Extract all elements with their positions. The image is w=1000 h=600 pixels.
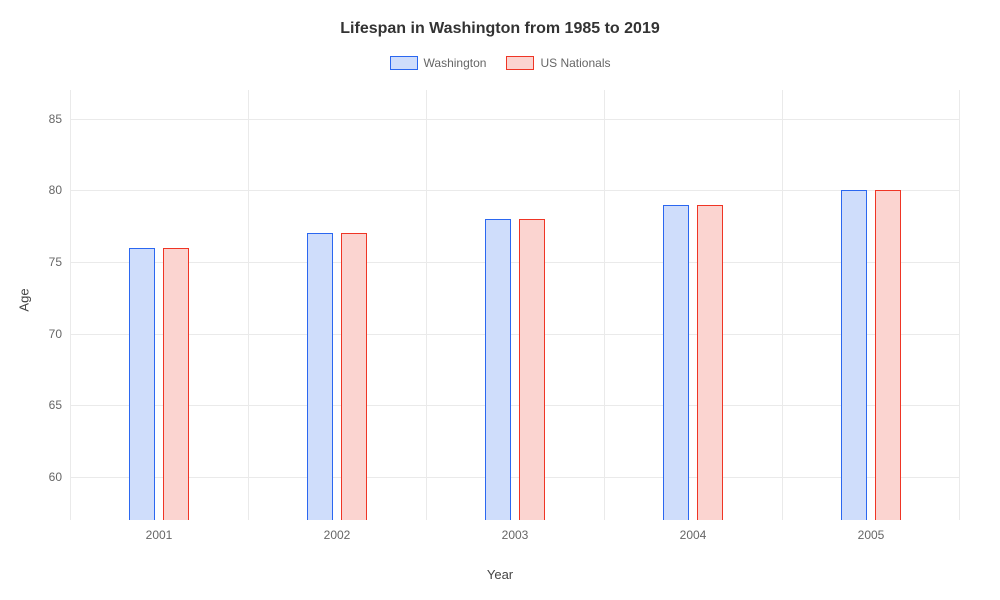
x-gridline bbox=[782, 90, 783, 520]
legend-swatch-icon bbox=[506, 56, 534, 70]
bar-us-nationals[interactable] bbox=[697, 205, 723, 520]
legend-label: US Nationals bbox=[540, 56, 610, 70]
x-gridline bbox=[248, 90, 249, 520]
bar-us-nationals[interactable] bbox=[163, 248, 189, 520]
x-tick-label: 2005 bbox=[858, 520, 885, 542]
x-tick-label: 2002 bbox=[324, 520, 351, 542]
plot-area: 60657075808520012002200320042005 bbox=[70, 90, 960, 520]
legend-label: Washington bbox=[424, 56, 487, 70]
bar-washington[interactable] bbox=[485, 219, 511, 520]
x-tick-label: 2001 bbox=[146, 520, 173, 542]
chart-container: Lifespan in Washington from 1985 to 2019… bbox=[0, 0, 1000, 600]
bar-us-nationals[interactable] bbox=[875, 190, 901, 520]
bar-washington[interactable] bbox=[841, 190, 867, 520]
legend-swatch-icon bbox=[390, 56, 418, 70]
bar-us-nationals[interactable] bbox=[341, 233, 367, 520]
y-tick-label: 70 bbox=[49, 327, 70, 341]
x-gridline bbox=[426, 90, 427, 520]
legend: Washington US Nationals bbox=[0, 56, 1000, 70]
y-axis-title: Age bbox=[17, 288, 32, 311]
bar-washington[interactable] bbox=[307, 233, 333, 520]
bar-washington[interactable] bbox=[129, 248, 155, 520]
y-tick-label: 85 bbox=[49, 112, 70, 126]
bar-us-nationals[interactable] bbox=[519, 219, 545, 520]
x-axis-title: Year bbox=[487, 567, 513, 582]
legend-item-washington[interactable]: Washington bbox=[390, 56, 487, 70]
y-gridline bbox=[70, 477, 960, 478]
y-gridline bbox=[70, 119, 960, 120]
x-gridline bbox=[959, 90, 960, 520]
y-tick-label: 60 bbox=[49, 470, 70, 484]
x-gridline bbox=[604, 90, 605, 520]
y-tick-label: 65 bbox=[49, 398, 70, 412]
y-tick-label: 75 bbox=[49, 255, 70, 269]
y-gridline bbox=[70, 190, 960, 191]
x-tick-label: 2003 bbox=[502, 520, 529, 542]
chart-title: Lifespan in Washington from 1985 to 2019 bbox=[0, 0, 1000, 38]
y-gridline bbox=[70, 262, 960, 263]
bar-washington[interactable] bbox=[663, 205, 689, 520]
y-gridline bbox=[70, 405, 960, 406]
x-gridline bbox=[70, 90, 71, 520]
y-tick-label: 80 bbox=[49, 183, 70, 197]
y-gridline bbox=[70, 334, 960, 335]
legend-item-us-nationals[interactable]: US Nationals bbox=[506, 56, 610, 70]
x-tick-label: 2004 bbox=[680, 520, 707, 542]
